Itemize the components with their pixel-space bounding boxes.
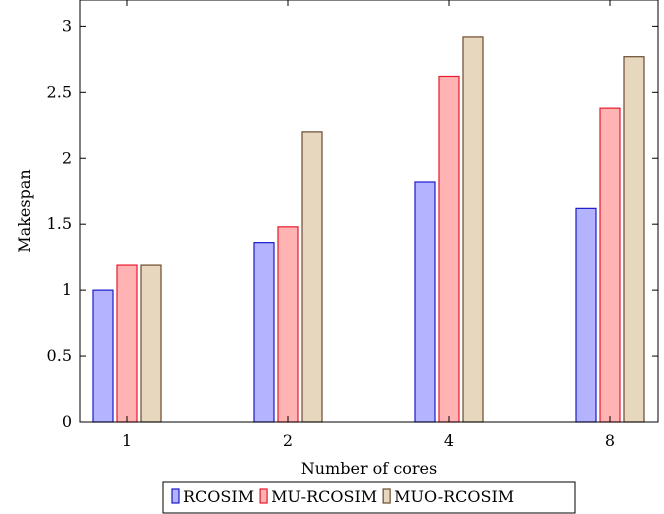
y-tick-label: 2.5: [47, 82, 72, 101]
y-tick-label: 1.5: [47, 214, 72, 233]
bar-muo-rcosim-4: [462, 36, 484, 423]
y-tick-label: 0: [62, 412, 72, 431]
y-axis-label: Makespan: [15, 169, 34, 252]
legend-label-rcosim: RCOSIM: [183, 487, 254, 506]
legend-label-muo-rcosim: MUO-RCOSIM: [394, 487, 514, 506]
legend-swatch-rcosim: [171, 488, 180, 504]
legend-swatch-muo-rcosim: [382, 488, 391, 504]
x-tick-label: 1: [122, 431, 132, 450]
y-tick-label: 3: [62, 16, 72, 35]
x-tick-label: 2: [283, 431, 293, 450]
legend-box: [162, 481, 576, 514]
bar-rcosim-8: [575, 207, 597, 423]
y-tick-label: 2: [62, 148, 72, 167]
legend: RCOSIM MU-RCOSIM MUO-RCOSIM: [162, 481, 576, 514]
x-axis-label: Number of cores: [301, 459, 437, 478]
legend-label-mu-rcosim: MU-RCOSIM: [271, 487, 377, 506]
bar-rcosim-4: [414, 181, 436, 423]
bar-mu-rcosim-2: [277, 226, 299, 423]
bar-muo-rcosim-2: [301, 131, 323, 423]
legend-items: RCOSIM MU-RCOSIM MUO-RCOSIM: [171, 487, 514, 506]
bar-muo-rcosim-1: [140, 264, 162, 423]
bar-mu-rcosim-4: [438, 75, 460, 423]
plot-frame: [79, 0, 659, 423]
bar-rcosim-1: [92, 289, 114, 423]
bar-mu-rcosim-1: [116, 264, 138, 423]
y-tick-label: 1: [62, 280, 72, 299]
bars-layer: [92, 36, 645, 423]
ticks-layer: 0 0.5 1 1.5 2 2.5 3 1 2 4 8: [47, 0, 658, 450]
y-tick-label: 0.5: [47, 346, 72, 365]
x-tick-label: 8: [605, 431, 615, 450]
legend-swatch-mu-rcosim: [259, 488, 268, 504]
bar-muo-rcosim-8: [623, 56, 645, 423]
bar-mu-rcosim-8: [599, 107, 621, 423]
bar-rcosim-2: [253, 242, 275, 423]
x-tick-label: 4: [444, 431, 454, 450]
